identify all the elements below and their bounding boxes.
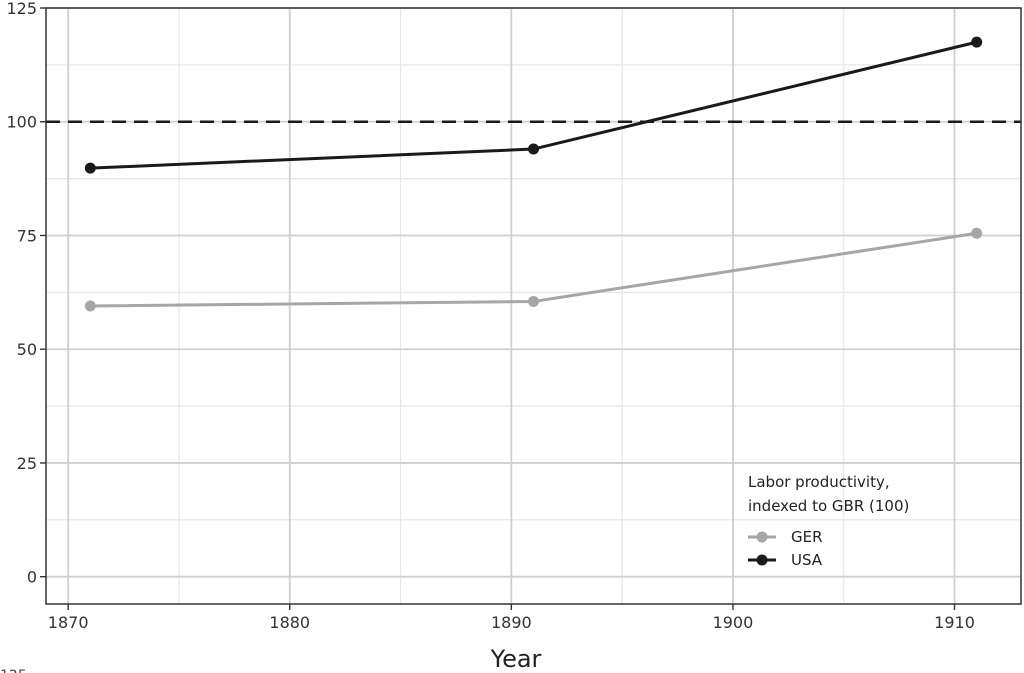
- legend-label-usa: USA: [791, 551, 823, 569]
- data-point-usa: [84, 162, 96, 174]
- y-tick-label: 0: [27, 568, 37, 587]
- data-point-ger: [528, 295, 539, 307]
- minor-gridlines: [46, 8, 1021, 604]
- x-tick-label: 1870: [48, 613, 89, 632]
- axis-ticks: [40, 7, 956, 610]
- x-tick-label: 1900: [713, 613, 754, 632]
- tick-labels: 1870 1880 1890 1900 1910 0 25 50 75 100 125: [6, 0, 974, 632]
- y-tick-label: 125: [6, 0, 37, 18]
- legend-title-line-2: indexed to GBR (100): [748, 497, 909, 515]
- y-tick-label: 50: [17, 340, 37, 359]
- y-tick-label: 75: [17, 226, 37, 245]
- cropped-next-figure-text: 125: [0, 668, 27, 673]
- data-point-ger: [971, 227, 983, 239]
- plot-panel-border: [45, 7, 1022, 605]
- x-tick-label: 1880: [269, 613, 310, 632]
- legend-label-ger: GER: [791, 528, 823, 546]
- y-tick-label: 25: [17, 454, 37, 473]
- legend: Labor productivity, indexed to GBR (100)…: [748, 473, 909, 569]
- legend-title-line-1: Labor productivity,: [748, 473, 890, 491]
- legend-swatch-point-ger: [756, 531, 768, 543]
- x-tick-label: 1910: [934, 613, 975, 632]
- x-tick-label: 1890: [491, 613, 532, 632]
- y-tick-label: 100: [6, 113, 37, 132]
- data-point-usa: [528, 143, 539, 155]
- x-axis-title: Year: [490, 645, 542, 673]
- data-point-usa: [971, 36, 983, 48]
- legend-swatch-point-usa: [756, 554, 768, 566]
- series-group: [84, 36, 983, 312]
- data-point-ger: [84, 300, 96, 312]
